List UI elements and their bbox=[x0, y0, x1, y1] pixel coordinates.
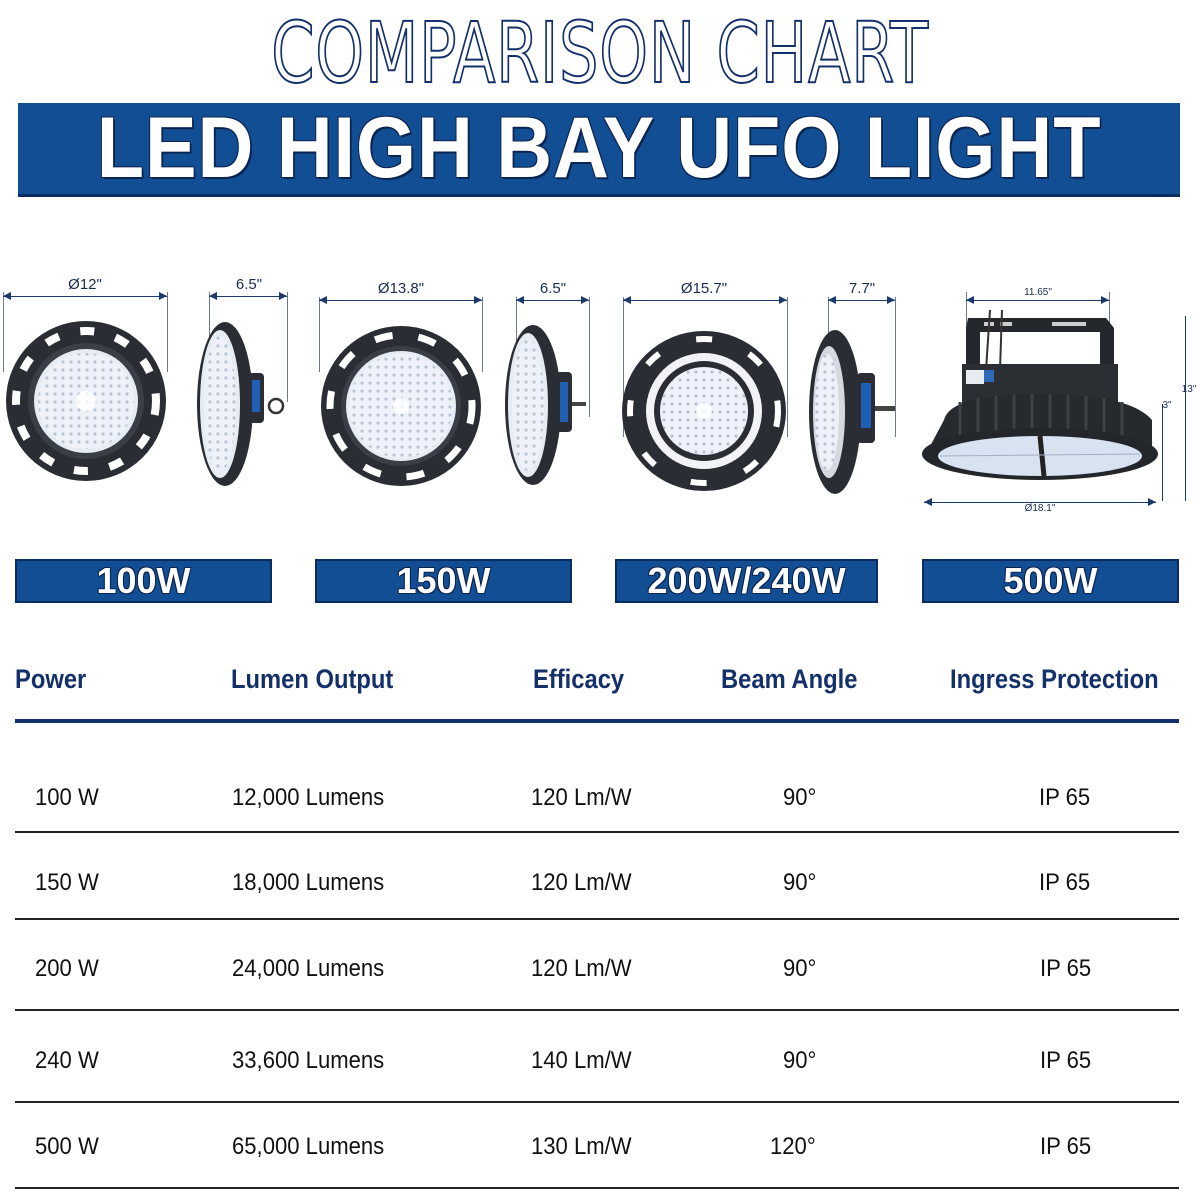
row-divider bbox=[15, 1187, 1179, 1189]
dimension-arrow bbox=[966, 296, 1109, 304]
cell-efficacy: 140 Lm/W bbox=[531, 1047, 632, 1074]
dimension-tick bbox=[1109, 292, 1110, 332]
table-row: 150 W 18,000 Lumens 120 Lm/W 90° IP 65 bbox=[0, 869, 1200, 909]
cell-ingress-protection: IP 65 bbox=[1039, 784, 1091, 811]
front-diameter-label: Ø15.7" bbox=[680, 280, 728, 297]
side-depth-label: 6.5" bbox=[235, 276, 263, 293]
body-height-label: 3" bbox=[1162, 400, 1172, 411]
cell-power: 100 W bbox=[35, 784, 99, 811]
side-depth-label: 6.5" bbox=[539, 280, 567, 297]
header-divider bbox=[15, 719, 1179, 723]
column-header-power: Power bbox=[15, 664, 87, 694]
model-label-150w: 150W bbox=[315, 559, 572, 603]
cell-lumen-output: 24,000 Lumens bbox=[232, 955, 385, 982]
column-header-efficacy: Efficacy bbox=[533, 664, 625, 694]
column-header-lumen-output: Lumen Output bbox=[231, 664, 394, 694]
model-label-text: 500W bbox=[1003, 560, 1098, 601]
table-row: 240 W 33,600 Lumens 140 Lm/W 90° IP 65 bbox=[0, 1047, 1200, 1087]
cell-power: 200 W bbox=[35, 955, 99, 982]
body-height-dimension-line bbox=[1162, 404, 1163, 501]
cell-beam-angle: 90° bbox=[783, 869, 817, 896]
ufo-light-bracket-icon bbox=[922, 310, 1158, 480]
ufo-light-front-icon bbox=[321, 326, 481, 486]
table-row: 500 W 65,000 Lumens 130 Lm/W 120° IP 65 bbox=[0, 1133, 1200, 1173]
page-title: COMPARISON CHART bbox=[270, 3, 929, 103]
cell-efficacy: 130 Lm/W bbox=[531, 1133, 632, 1160]
row-divider bbox=[15, 831, 1179, 833]
cell-efficacy: 120 Lm/W bbox=[531, 955, 632, 982]
model-label-100w: 100W bbox=[15, 559, 272, 603]
table-row: 200 W 24,000 Lumens 120 Lm/W 90° IP 65 bbox=[0, 955, 1200, 995]
cell-power: 500 W bbox=[35, 1133, 99, 1160]
dimension-arrow bbox=[828, 296, 895, 304]
column-header-ingress-protection: Ingress Protection bbox=[950, 664, 1159, 694]
model-label-200w-240w: 200W/240W bbox=[615, 559, 878, 603]
row-divider bbox=[15, 1009, 1179, 1011]
model-label-text: 150W bbox=[396, 560, 491, 601]
cell-power: 240 W bbox=[35, 1047, 99, 1074]
cell-efficacy: 120 Lm/W bbox=[531, 869, 632, 896]
cell-ingress-protection: IP 65 bbox=[1040, 1133, 1092, 1160]
cell-lumen-output: 18,000 Lumens bbox=[232, 869, 385, 896]
dimension-tick bbox=[895, 297, 896, 437]
dimension-arrow bbox=[3, 292, 167, 300]
ufo-light-side-icon bbox=[505, 325, 586, 485]
cell-beam-angle: 90° bbox=[783, 784, 817, 811]
cell-lumen-output: 12,000 Lumens bbox=[232, 784, 385, 811]
cell-beam-angle: 90° bbox=[783, 1047, 817, 1074]
row-divider bbox=[15, 1101, 1179, 1103]
column-header-beam-angle: Beam Angle bbox=[721, 664, 858, 694]
cell-lumen-output: 33,600 Lumens bbox=[232, 1047, 385, 1074]
dimension-tick bbox=[3, 292, 4, 372]
height-dimension-line bbox=[1185, 316, 1186, 501]
diameter-label: Ø18.1" bbox=[1024, 503, 1056, 514]
dimension-arrow bbox=[924, 498, 1156, 506]
ufo-light-side-icon bbox=[809, 330, 895, 494]
dimension-arrow bbox=[516, 296, 589, 304]
product-banner: LED HIGH BAY UFO LIGHT bbox=[18, 100, 1180, 197]
dimension-tick bbox=[966, 292, 967, 342]
front-diameter-label: Ø13.8" bbox=[377, 280, 425, 297]
cell-efficacy: 120 Lm/W bbox=[531, 784, 632, 811]
cell-ingress-protection: IP 65 bbox=[1040, 1047, 1092, 1074]
ufo-light-front-icon bbox=[6, 321, 166, 481]
front-diameter-label: Ø12" bbox=[68, 276, 102, 293]
cell-ingress-protection: IP 65 bbox=[1040, 955, 1092, 982]
dimension-arrow bbox=[623, 296, 787, 304]
dimension-tick bbox=[787, 297, 788, 437]
dimension-tick bbox=[623, 297, 624, 437]
dimension-arrow bbox=[319, 296, 482, 304]
dimension-tick bbox=[287, 292, 288, 402]
total-height-label: 13" bbox=[1181, 384, 1197, 395]
model-label-text: 100W bbox=[96, 560, 191, 601]
cell-lumen-output: 65,000 Lumens bbox=[232, 1133, 385, 1160]
ufo-light-front-icon bbox=[622, 331, 786, 491]
row-divider bbox=[15, 918, 1179, 920]
bracket-width-label: 11.65" bbox=[1024, 287, 1052, 298]
dimension-tick bbox=[589, 297, 590, 417]
model-label-500w: 500W bbox=[922, 559, 1179, 603]
cell-beam-angle: 90° bbox=[783, 955, 817, 982]
model-label-text: 200W/240W bbox=[647, 560, 846, 601]
cell-ingress-protection: IP 65 bbox=[1039, 869, 1091, 896]
table-row: 100 W 12,000 Lumens 120 Lm/W 90° IP 65 bbox=[0, 784, 1200, 824]
cell-beam-angle: 120° bbox=[770, 1133, 816, 1160]
dimension-arrow bbox=[209, 292, 287, 300]
ufo-light-side-icon bbox=[197, 322, 285, 486]
cell-power: 150 W bbox=[35, 869, 99, 896]
dimension-tick bbox=[319, 297, 320, 372]
dimension-tick bbox=[167, 292, 168, 372]
banner-text: LED HIGH BAY UFO LIGHT bbox=[96, 100, 1102, 196]
dimension-tick bbox=[482, 297, 483, 372]
side-depth-label: 7.7" bbox=[848, 280, 876, 297]
